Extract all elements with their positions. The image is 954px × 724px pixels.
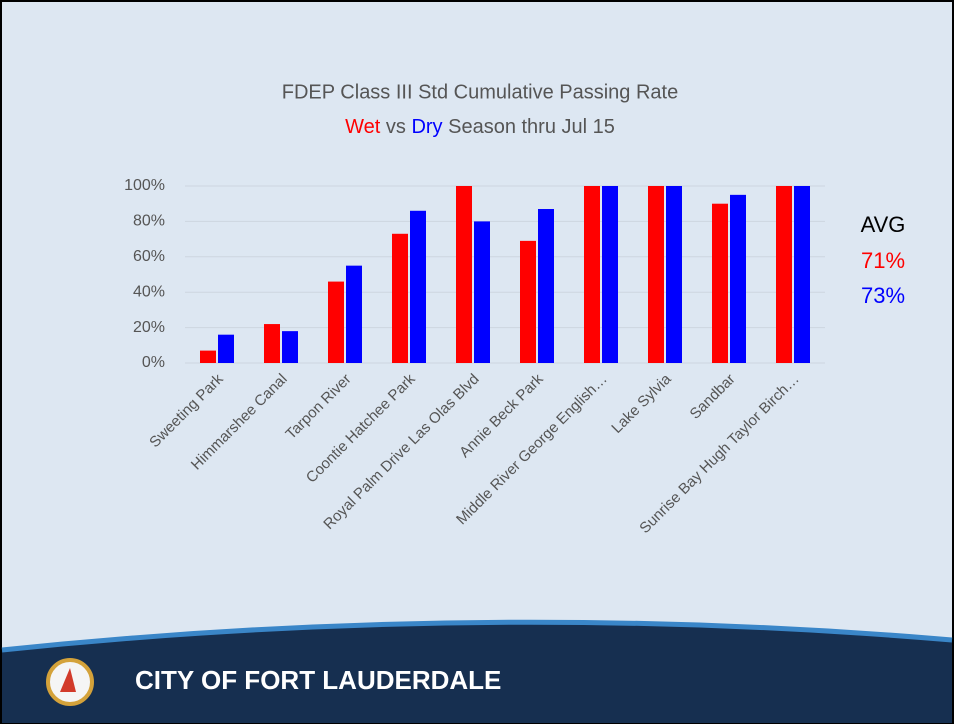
average-label: AVG	[861, 212, 906, 237]
average-dry: 73%	[861, 283, 905, 308]
logo-sail	[60, 668, 76, 692]
bar	[218, 334, 234, 363]
bar	[200, 350, 216, 363]
bar	[520, 240, 536, 363]
subtitle-vs: vs	[386, 116, 406, 138]
average-wet: 71%	[861, 248, 905, 273]
y-tick-label: 80%	[133, 213, 165, 230]
bar	[264, 324, 280, 363]
bar	[712, 203, 728, 363]
chart-subtitle: Wet vs Dry Season thru Jul 15	[345, 116, 615, 138]
bar	[666, 186, 682, 363]
y-tick-label: 40%	[133, 283, 165, 300]
footer-text: CITY OF FORT LAUDERDALE	[135, 665, 501, 695]
bar	[392, 233, 408, 363]
bar	[410, 210, 426, 363]
bar	[794, 186, 810, 363]
bar	[584, 186, 600, 363]
bar	[328, 281, 344, 363]
footer-wave	[1, 619, 953, 653]
subtitle-dry: Dry	[411, 116, 442, 138]
bar	[648, 186, 664, 363]
footer-band	[2, 622, 952, 723]
bar	[282, 331, 298, 363]
subtitle-wet: Wet	[345, 116, 381, 138]
bar	[474, 221, 490, 363]
y-tick-label: 20%	[133, 319, 165, 336]
chart-title: FDEP Class III Std Cumulative Passing Ra…	[282, 81, 678, 103]
bar	[456, 186, 472, 363]
y-tick-label: 100%	[124, 177, 165, 194]
bar	[602, 186, 618, 363]
bar	[538, 209, 554, 363]
bar	[346, 265, 362, 363]
y-tick-label: 0%	[142, 354, 165, 371]
subtitle-end: Season thru Jul 15	[448, 116, 615, 138]
y-tick-label: 60%	[133, 248, 165, 265]
bar	[730, 194, 746, 363]
bar	[776, 186, 792, 363]
